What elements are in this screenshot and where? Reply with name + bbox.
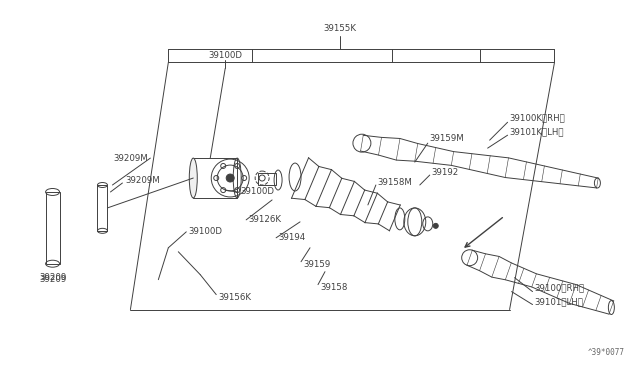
Text: 39100D: 39100D [240, 187, 274, 196]
Text: 39159M: 39159M [430, 134, 465, 143]
Text: 39194: 39194 [278, 233, 305, 242]
Text: 39209: 39209 [39, 275, 66, 284]
Text: 39100〈RH〉: 39100〈RH〉 [534, 283, 585, 292]
Text: 39156K: 39156K [218, 293, 252, 302]
Bar [258, 173, 276, 185]
Text: 39155K: 39155K [323, 24, 356, 33]
Text: 39192: 39192 [432, 167, 459, 177]
Bar [193, 158, 237, 198]
Text: 39159: 39159 [303, 260, 330, 269]
Ellipse shape [226, 174, 234, 182]
Text: 39209M: 39209M [125, 176, 160, 185]
Text: 39158: 39158 [320, 283, 348, 292]
Text: 39100K〈RH〉: 39100K〈RH〉 [509, 114, 565, 123]
Text: 39101〈LH〉: 39101〈LH〉 [534, 297, 584, 306]
Bar [97, 185, 108, 231]
Text: 39158M: 39158M [378, 177, 413, 186]
Text: 39209: 39209 [39, 273, 66, 282]
Ellipse shape [433, 223, 438, 228]
Text: 39100D: 39100D [188, 227, 222, 236]
Text: ^39*0077: ^39*0077 [588, 348, 625, 357]
Ellipse shape [189, 158, 197, 198]
Text: 39101K〈LH〉: 39101K〈LH〉 [509, 128, 564, 137]
Text: 39100D: 39100D [208, 51, 242, 60]
Bar [45, 192, 60, 264]
Text: 39209M: 39209M [114, 154, 148, 163]
Text: 39126K: 39126K [248, 215, 281, 224]
